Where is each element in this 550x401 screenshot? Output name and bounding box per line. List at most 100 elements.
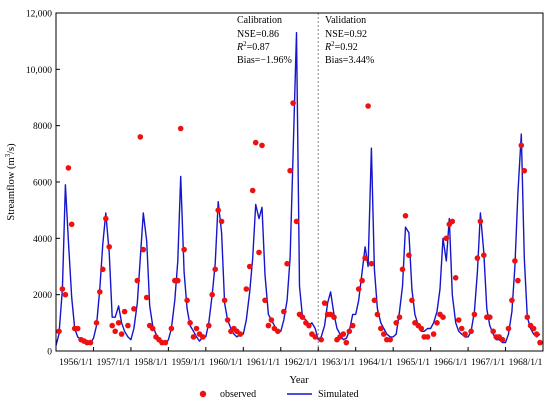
calibration-annotation: Calibration NSE=0.86 R2=0.87 Bias=−1.96% [236,15,292,66]
observed-point [281,308,287,315]
observed-point [56,328,62,335]
observed-point [406,252,412,258]
observed-point [215,207,221,213]
x-tick-label: 1965/1/1 [396,358,430,368]
y-tick-label: 10,000 [26,66,52,76]
x-tick-label: 1964/1/1 [359,358,393,368]
observed-point [200,334,206,340]
observed-point [275,328,281,335]
observed-point [355,286,362,292]
observed-point [97,289,103,295]
observed-point [396,314,403,321]
observed-point [265,322,272,329]
observed-point [362,255,368,261]
validation-r2: R2=0.92 [324,40,358,53]
observed-point [458,325,465,332]
observed-point [218,218,225,225]
observed-point [452,275,459,281]
y-tick-label: 8000 [33,122,52,132]
observed-point [343,339,350,346]
observed-point [365,103,371,109]
observed-point [518,142,525,149]
observed-point [243,286,250,292]
observed-point [449,218,456,225]
observed-point [481,252,487,258]
observed-point [106,244,112,250]
observed-point [287,167,293,174]
observed-point [533,331,540,337]
observed-point [62,291,69,298]
observed-point [109,322,115,329]
observed-series-points [56,100,543,346]
observed-point [399,266,406,273]
x-tick-label: 1960/1/1 [209,358,243,368]
observed-point [65,165,72,171]
observed-point [284,260,290,267]
validation-bias: Bias=3.44% [325,55,374,66]
observed-point [312,334,319,340]
x-tick-label: 1956/1/1 [59,358,93,368]
observed-point [418,325,425,332]
observed-point [509,297,515,304]
validation-title: Validation [325,15,366,26]
x-tick-label: 1957/1/1 [97,358,131,368]
observed-point [143,294,150,301]
observed-point [290,100,296,106]
x-axis-ticks: 1956/1/1 1957/1/1 1958/1/1 1959/1/1 1960/1/1… [55,347,543,368]
observed-point [471,311,478,318]
observed-point [374,311,381,318]
observed-point [93,320,100,326]
calibration-title: Calibration [237,15,282,26]
observed-point [112,328,118,335]
observed-point [530,325,537,332]
calibration-bias: Bias=−1.96% [237,55,292,66]
observed-point [212,266,218,273]
observed-point [246,263,253,270]
observed-point [221,297,228,304]
x-tick-label: 1968/1/1 [509,358,543,368]
observed-point [193,325,200,332]
observed-point [505,325,512,332]
simulated-series-line [55,32,541,346]
observed-point [537,339,543,346]
observed-point [237,331,244,337]
observed-point [252,139,259,146]
observed-point [134,277,141,284]
observed-point [359,277,365,284]
observed-point [409,297,415,304]
observed-point [190,334,197,340]
observed-point [490,328,497,335]
observed-point [512,258,518,264]
observed-point [100,266,106,273]
observed-point [340,331,347,337]
observed-point [318,336,325,343]
observed-point [121,308,128,315]
observed-point [259,142,265,149]
x-tick-label: 1966/1/1 [434,358,468,368]
x-tick-label: 1958/1/1 [134,358,168,368]
observed-point [477,218,484,225]
observed-point [149,325,156,332]
y-axis-ticks: 0 2000 4000 6000 8000 10,000 12,000 [26,10,60,358]
observed-point [140,246,147,253]
observed-point [262,297,268,304]
observed-point [177,125,184,132]
plot-area [55,13,543,351]
calibration-nse: NSE=0.86 [237,29,279,40]
observed-point [175,277,181,284]
observed-point [293,218,300,225]
y-tick-label: 12,000 [26,10,52,20]
observed-point [381,331,387,337]
observed-point [430,331,437,337]
observed-point [162,339,169,346]
observed-point [59,286,66,292]
y-tick-label: 4000 [33,235,52,245]
observed-point [321,300,328,306]
y-tick-label: 0 [47,348,52,358]
observed-point [371,297,378,304]
x-tick-label: 1962/1/1 [284,358,318,368]
observed-point [209,291,215,298]
observed-point [468,328,474,335]
observed-point [206,322,212,329]
